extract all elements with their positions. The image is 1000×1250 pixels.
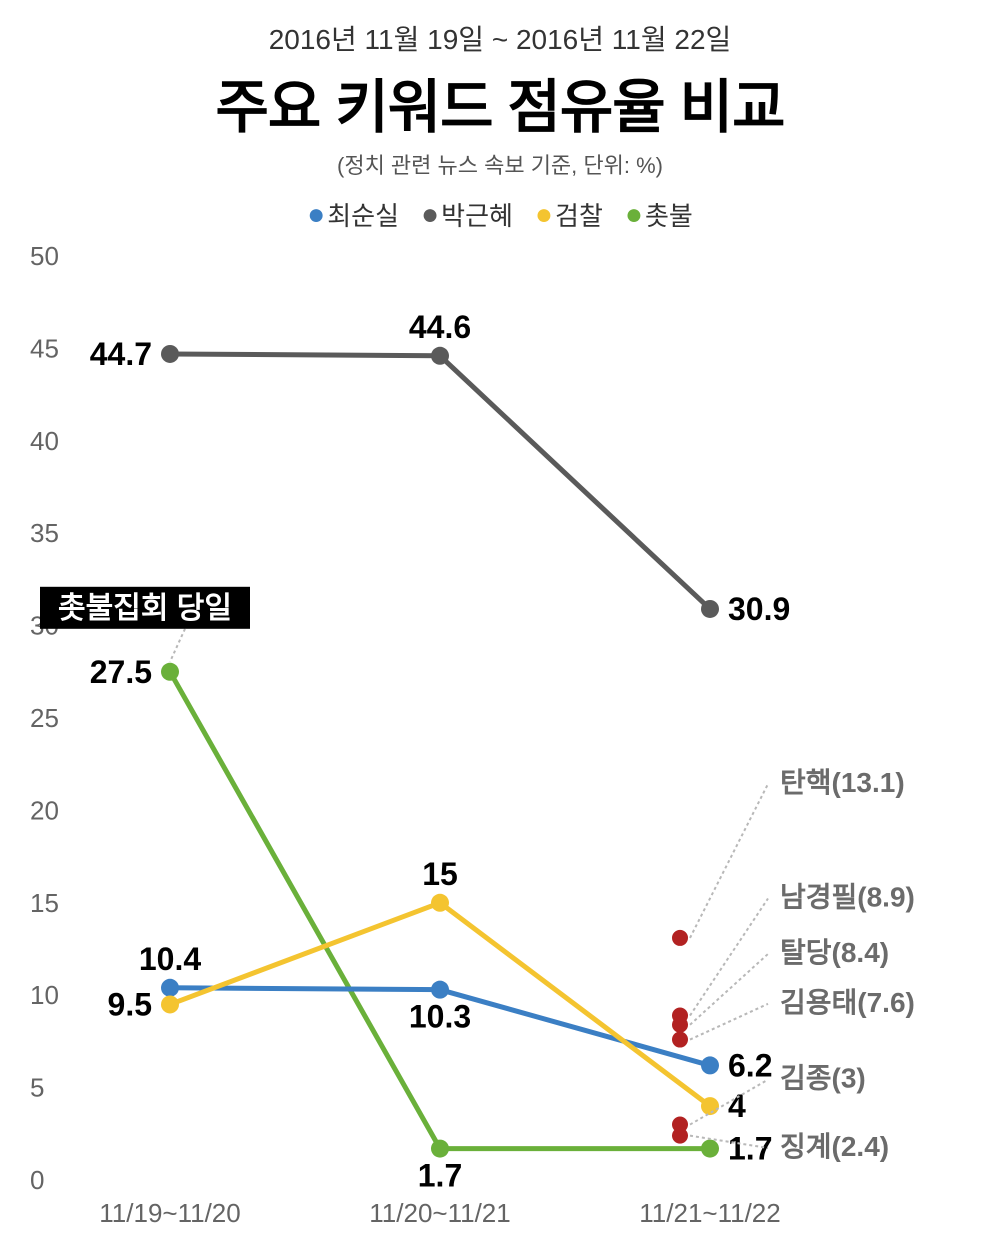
y-tick-label: 15	[30, 888, 59, 918]
series-marker	[431, 981, 449, 999]
legend-dot-icon: ●	[307, 200, 325, 230]
series-marker	[701, 1056, 719, 1074]
side-point-label: 김용태(7.6)	[780, 987, 915, 1018]
side-leader	[690, 954, 768, 1025]
y-tick-label: 40	[30, 426, 59, 456]
data-label: 27.5	[90, 654, 152, 690]
callout-leader	[170, 629, 185, 662]
legend-dot-icon: ●	[535, 200, 553, 230]
y-tick-label: 20	[30, 795, 59, 825]
series-marker	[431, 894, 449, 912]
data-label: 30.9	[728, 591, 790, 627]
series-marker	[161, 995, 179, 1013]
data-label: 10.3	[409, 999, 471, 1035]
data-label: 6.2	[728, 1047, 772, 1083]
legend-label: 최순실	[327, 196, 399, 233]
chart-title: 주요 키워드 점유율 비교	[0, 60, 1000, 144]
side-point-label: 남경필(8.9)	[780, 881, 915, 912]
legend-item: ●박근혜	[421, 196, 513, 233]
y-tick-label: 5	[30, 1073, 44, 1103]
data-label: 44.6	[409, 309, 471, 345]
side-point-marker	[672, 1032, 688, 1048]
series-marker	[161, 663, 179, 681]
series-marker	[701, 600, 719, 618]
data-label: 1.7	[418, 1158, 462, 1194]
legend-item: ●촛불	[625, 196, 693, 233]
side-leader	[690, 1004, 768, 1040]
series-marker	[431, 1140, 449, 1158]
legend: ●최순실●박근혜●검찰●촛불	[0, 196, 1000, 233]
callout-text: 촛불집회 당일	[58, 592, 232, 625]
legend-item: ●최순실	[307, 196, 399, 233]
side-point-label: 탄핵(13.1)	[780, 767, 905, 798]
chart-header: 2016년 11월 19일 ~ 2016년 11월 22일 주요 키워드 점유율…	[0, 0, 1000, 233]
side-point-marker	[672, 1017, 688, 1033]
side-point-marker	[672, 930, 688, 946]
series-line	[170, 354, 710, 609]
data-label: 10.4	[139, 941, 201, 977]
legend-label: 검찰	[555, 196, 603, 233]
chart-area: 0510152025303540455011/19~11/2011/20~11/…	[0, 236, 1000, 1250]
chart-subtitle: (정치 관련 뉴스 속보 기준, 단위: %)	[0, 148, 1000, 180]
series-marker	[161, 979, 179, 997]
legend-label: 촛불	[645, 196, 693, 233]
x-tick-label: 11/21~11/22	[639, 1198, 780, 1228]
data-label: 15	[422, 856, 458, 892]
legend-item: ●검찰	[535, 196, 603, 233]
y-tick-label: 50	[30, 241, 59, 271]
side-point-label: 김종(3)	[780, 1063, 866, 1094]
y-tick-label: 25	[30, 703, 59, 733]
x-tick-label: 11/19~11/20	[99, 1198, 240, 1228]
series-marker	[431, 347, 449, 365]
legend-dot-icon: ●	[625, 200, 643, 230]
legend-label: 박근혜	[441, 196, 513, 233]
legend-dot-icon: ●	[421, 200, 439, 230]
line-chart-svg: 0510152025303540455011/19~11/2011/20~11/…	[0, 236, 1000, 1250]
data-label: 44.7	[90, 336, 152, 372]
y-tick-label: 45	[30, 333, 59, 363]
x-tick-label: 11/20~11/21	[369, 1198, 510, 1228]
side-point-label: 탈당(8.4)	[780, 937, 889, 968]
side-point-marker	[672, 1128, 688, 1144]
series-marker	[701, 1097, 719, 1115]
y-tick-label: 35	[30, 518, 59, 548]
series-marker	[701, 1140, 719, 1158]
data-label: 1.7	[728, 1131, 772, 1167]
y-tick-label: 0	[30, 1165, 44, 1195]
series-marker	[161, 345, 179, 363]
y-tick-label: 10	[30, 980, 59, 1010]
date-range: 2016년 11월 19일 ~ 2016년 11월 22일	[0, 18, 1000, 58]
data-label: 9.5	[108, 986, 152, 1022]
side-point-label: 징계(2.4)	[780, 1131, 889, 1162]
